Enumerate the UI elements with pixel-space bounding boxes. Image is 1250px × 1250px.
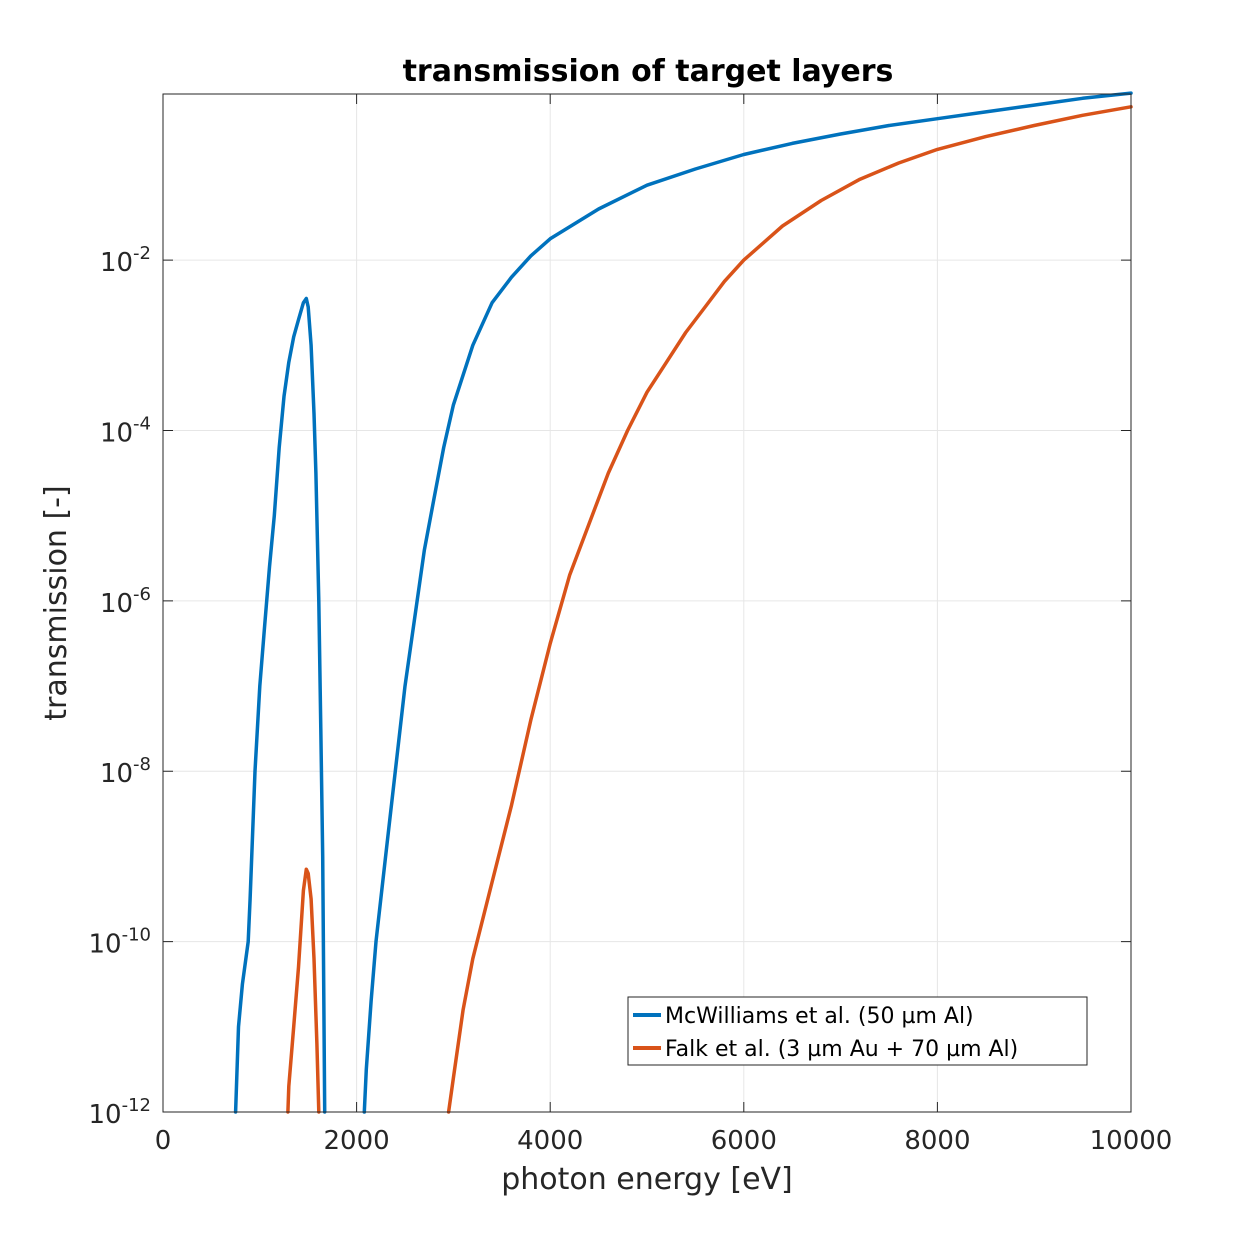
- series-line-mcwilliams: [233, 296, 327, 1114]
- legend-label-falk: Falk et al. (3 µm Au + 70 µm Al): [665, 1037, 1018, 1062]
- legend: McWilliams et al. (50 µm Al) Falk et al.…: [627, 996, 1088, 1066]
- plot-area: [162, 91, 1133, 1114]
- series-layer: [233, 91, 1133, 1114]
- x-tick-label: 6000: [711, 1126, 777, 1156]
- series-line-mcwilliams: [362, 91, 1133, 1114]
- y-tick-label: 10-2: [100, 243, 151, 278]
- y-tick-label: 10-12: [89, 1095, 152, 1130]
- legend-label-mcwilliams: McWilliams et al. (50 µm Al): [665, 1004, 974, 1029]
- y-tick-label: 10-4: [100, 413, 151, 448]
- x-tick-label: 0: [155, 1126, 172, 1156]
- y-tick-label: 10-8: [100, 754, 151, 789]
- plot-background: [163, 94, 1131, 1112]
- x-tick-label: 4000: [517, 1126, 583, 1156]
- y-tick-labels: 10-12 10-10 10-8 10-6 10-4 10-2: [89, 243, 152, 1130]
- tick-marks: [162, 94, 1132, 1113]
- y-axis-label: transmission [-]: [39, 485, 74, 720]
- legend-box: [627, 996, 1088, 1066]
- y-tick-label: 10-10: [89, 925, 152, 960]
- chart-title: transmission of target layers: [403, 54, 894, 89]
- x-tick-label: 2000: [324, 1126, 390, 1156]
- x-axis-label: photon energy [eV]: [501, 1162, 793, 1197]
- x-tick-label: 10000: [1090, 1126, 1173, 1156]
- grid-lines: [163, 94, 1131, 1112]
- y-tick-label: 10-6: [100, 584, 151, 619]
- x-tick-label: 8000: [904, 1126, 970, 1156]
- series-line-falk: [446, 105, 1133, 1114]
- series-line-falk: [286, 867, 321, 1114]
- x-tick-labels: 0 2000 4000 6000 8000 10000: [155, 1126, 1173, 1156]
- plot-frame: [162, 93, 1132, 1113]
